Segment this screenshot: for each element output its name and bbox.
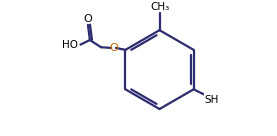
Text: O: O <box>84 14 93 24</box>
Text: HO: HO <box>62 40 78 50</box>
Text: SH: SH <box>205 95 219 105</box>
Text: O: O <box>109 43 118 53</box>
Text: CH₃: CH₃ <box>150 2 169 12</box>
